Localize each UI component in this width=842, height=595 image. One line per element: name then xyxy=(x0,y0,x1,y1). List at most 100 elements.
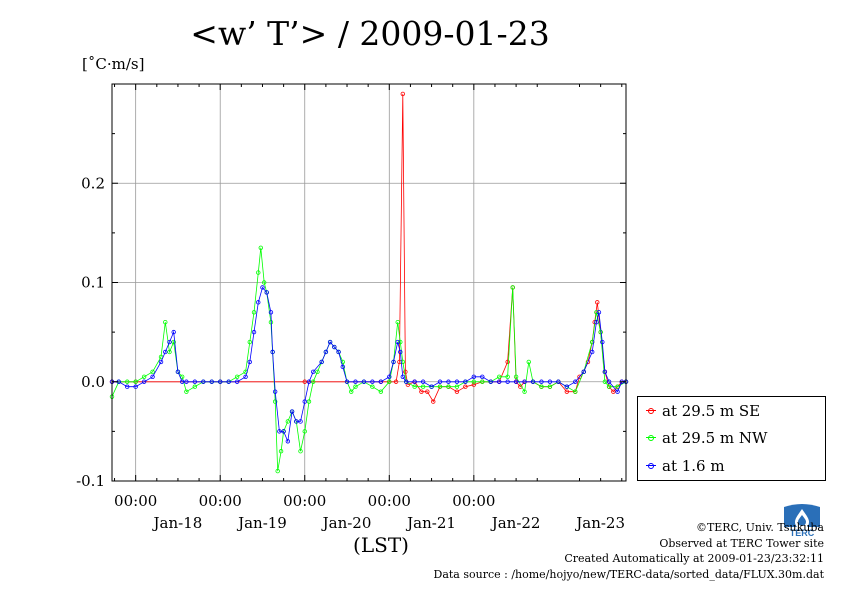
data-point xyxy=(256,300,261,305)
data-point xyxy=(319,359,324,365)
data-point xyxy=(606,379,612,384)
data-point xyxy=(201,379,206,384)
footer-site: Observed at TERC Tower site xyxy=(659,536,824,550)
data-point xyxy=(141,374,147,379)
y-tick-label: 0.2 xyxy=(81,174,105,192)
data-point xyxy=(471,379,477,384)
data-point xyxy=(378,389,384,394)
data-point xyxy=(370,384,375,389)
data-point xyxy=(251,310,257,315)
data-point xyxy=(209,379,214,384)
y-tick-label: 0.1 xyxy=(81,274,105,292)
data-point xyxy=(167,349,172,355)
data-point xyxy=(258,245,263,250)
data-point xyxy=(496,374,502,379)
data-point xyxy=(539,384,544,389)
date-label: Jan-23 xyxy=(574,514,625,532)
data-point xyxy=(268,310,274,315)
data-point xyxy=(594,320,599,325)
data-point xyxy=(192,379,198,384)
data-point xyxy=(361,379,367,384)
data-point xyxy=(349,389,354,394)
footer-created: Created Automatically at 2009-01-23/23:3… xyxy=(564,552,824,565)
legend-marker-icon xyxy=(646,433,656,443)
data-point xyxy=(370,379,375,384)
data-point xyxy=(526,359,531,365)
data-point xyxy=(332,344,337,350)
data-point xyxy=(600,339,605,345)
data-point xyxy=(260,285,265,290)
grid-lines xyxy=(112,84,626,482)
data-point xyxy=(306,379,312,384)
series-line xyxy=(112,93,626,403)
data-point xyxy=(454,389,460,394)
data-point xyxy=(298,419,303,424)
series-group xyxy=(109,91,629,474)
data-point xyxy=(595,300,600,305)
data-point xyxy=(378,379,384,384)
data-point xyxy=(218,379,223,384)
data-point xyxy=(226,379,231,384)
data-point xyxy=(167,339,172,345)
data-point xyxy=(285,419,291,424)
data-point xyxy=(488,379,493,384)
legend-label-nw: at 29.5 m NW xyxy=(662,429,768,447)
chart-title: <w’ T’> / 2009-01-23 xyxy=(190,14,550,53)
data-point xyxy=(302,379,307,384)
terc-logo-icon: TERC xyxy=(784,504,820,537)
data-point xyxy=(264,290,269,295)
data-point xyxy=(547,384,553,389)
data-point xyxy=(272,389,278,394)
data-point xyxy=(463,384,468,389)
y-tick-label: 0.0 xyxy=(81,373,105,391)
date-label: Jan-18 xyxy=(152,514,203,532)
legend: at 29.5 m SE at 29.5 m NW at 1.6 m xyxy=(637,396,826,481)
data-point xyxy=(387,379,392,384)
data-point xyxy=(513,374,519,379)
data-point xyxy=(522,379,527,384)
data-point xyxy=(391,359,396,365)
data-point xyxy=(302,429,307,434)
data-point xyxy=(247,339,252,345)
data-point xyxy=(429,384,434,389)
data-point xyxy=(589,349,595,355)
data-point xyxy=(606,384,612,389)
series-line xyxy=(111,247,627,472)
data-point xyxy=(158,359,164,365)
data-point xyxy=(289,409,295,414)
date-label: Jan-20 xyxy=(321,514,372,532)
footer-credit: ©TERC, Univ. Tsukuba xyxy=(695,521,824,534)
series-0 xyxy=(109,91,629,404)
data-point xyxy=(581,369,586,375)
data-point xyxy=(179,379,185,384)
data-point xyxy=(510,285,515,290)
x-tick-label: 00:00 xyxy=(283,492,326,510)
data-point xyxy=(547,379,553,384)
data-point xyxy=(480,379,485,384)
data-point xyxy=(400,374,406,379)
data-point xyxy=(184,389,189,394)
data-point xyxy=(171,329,176,335)
data-point xyxy=(298,449,303,454)
legend-item-se: at 29.5 m SE xyxy=(646,401,760,421)
data-point xyxy=(270,349,275,355)
data-point xyxy=(261,280,267,285)
axis-ticks xyxy=(112,84,626,482)
data-point xyxy=(522,389,527,394)
data-point xyxy=(431,399,436,404)
data-point xyxy=(171,339,176,345)
series-line xyxy=(112,286,626,443)
data-point xyxy=(133,379,138,384)
footer-info: ©TERC, Univ. Tsukuba Observed at TERC To… xyxy=(434,520,825,582)
data-point xyxy=(398,339,403,345)
data-point xyxy=(125,384,130,389)
data-point xyxy=(420,379,426,384)
data-point xyxy=(611,389,616,394)
legend-item-1-6m: at 1.6 m xyxy=(646,456,725,476)
data-point xyxy=(419,389,424,394)
footer-source: Data source : /home/hojyo/new/TERC-data/… xyxy=(433,567,825,581)
legend-marker-icon xyxy=(646,461,656,471)
data-point xyxy=(336,349,341,355)
data-point xyxy=(163,349,168,355)
data-point xyxy=(446,379,451,384)
